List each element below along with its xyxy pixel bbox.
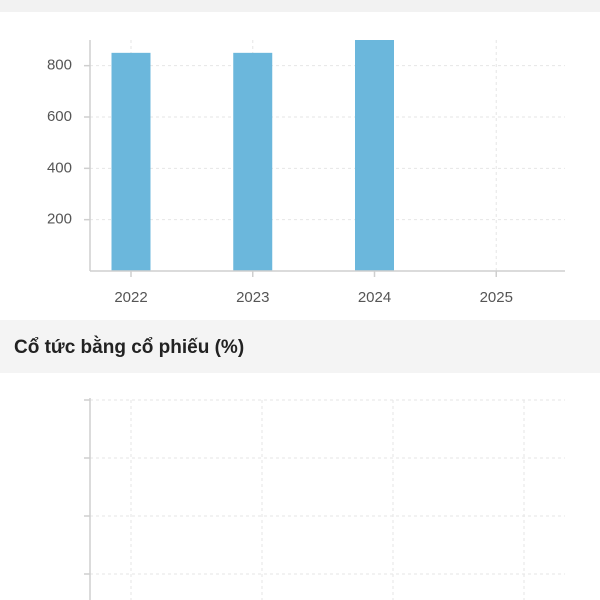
- bar: [355, 40, 394, 271]
- section-title: Cổ tức bằng cổ phiếu (%): [14, 336, 244, 358]
- x-tick-label: 2025: [480, 289, 513, 306]
- top-strip: [0, 0, 600, 12]
- y-tick-label: 200: [47, 211, 72, 228]
- x-tick-label: 2022: [114, 289, 147, 306]
- y-tick-label: 600: [47, 108, 72, 125]
- y-tick-label: 400: [47, 159, 72, 176]
- section-header: [0, 320, 600, 373]
- y-tick-label: 800: [47, 57, 72, 74]
- x-tick-label: 2023: [236, 289, 269, 306]
- bar: [111, 52, 151, 272]
- empty-chart: [84, 398, 565, 600]
- bar: [233, 52, 273, 272]
- bar-chart: 200 400 600 800 2022 2023 2024 2025: [47, 40, 565, 306]
- x-tick-label: 2024: [358, 289, 391, 306]
